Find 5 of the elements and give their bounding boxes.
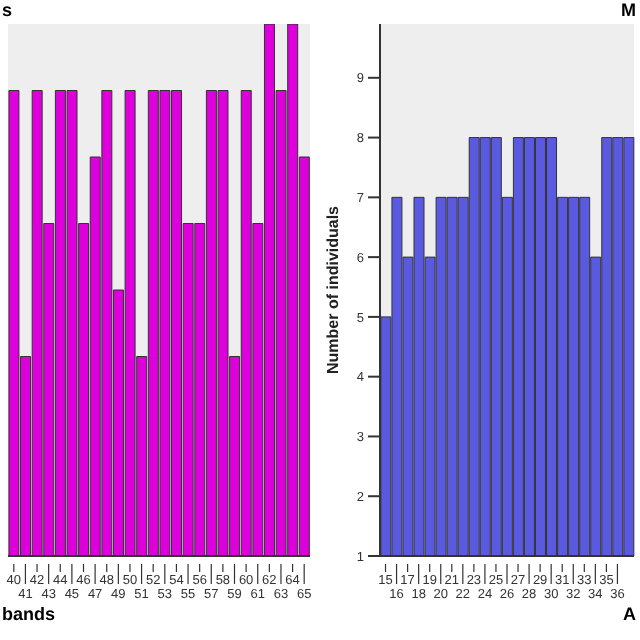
y-axis-title: Number of individuals [323,204,342,375]
chart-title: s [2,0,13,20]
x-axis-title: bands [2,604,56,624]
chart-title: M [621,0,636,20]
x-axis-title: A [623,604,636,624]
